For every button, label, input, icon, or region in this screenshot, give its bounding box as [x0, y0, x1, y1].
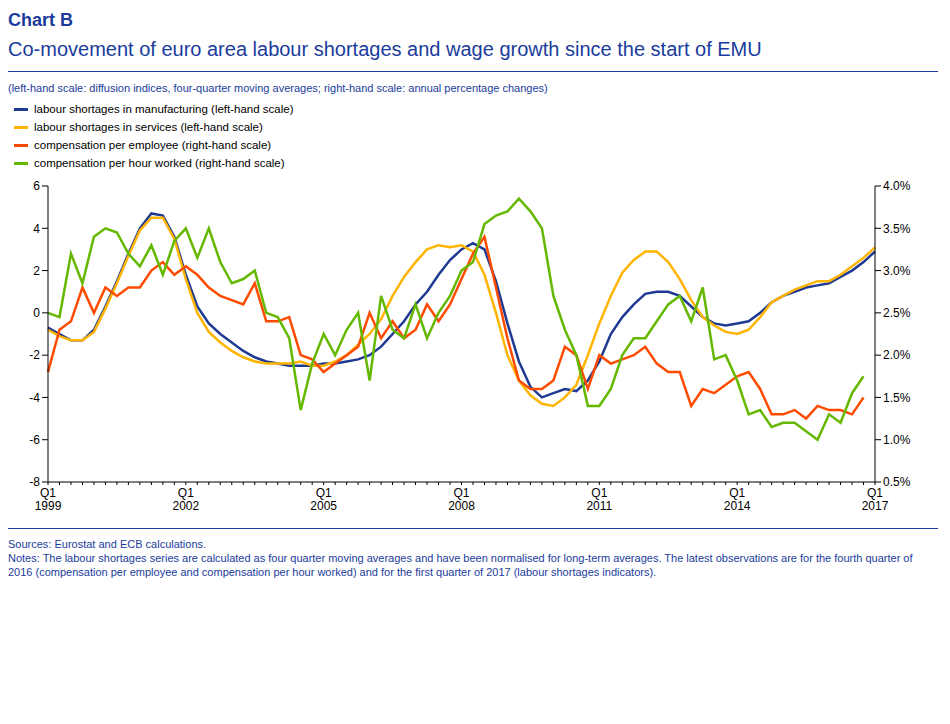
svg-text:1.5%: 1.5% [883, 391, 911, 405]
html-text:labour shortages in services (: labour shortages in services (left-hand … [34, 121, 263, 133]
svg-text:1.0%: 1.0% [883, 433, 911, 447]
html-text:Sources: Eurostat and ECB calc: Sources: Eurostat and ECB calculations. [8, 538, 207, 550]
html-text:(left-hand scale: diffusion in: (left-hand scale: diffusion indices, fou… [8, 82, 548, 94]
svg-text:Q12011: Q12011 [586, 486, 612, 513]
svg-text:0: 0 [33, 306, 40, 320]
svg-text:-4: -4 [29, 391, 40, 405]
svg-text:Q12008: Q12008 [448, 486, 475, 513]
svg-text:Q12002: Q12002 [172, 486, 199, 513]
html-text:labour shortages in manufactur: labour shortages in manufacturing (left-… [34, 103, 294, 115]
svg-text:2: 2 [33, 264, 40, 278]
svg-text:Q12017: Q12017 [862, 486, 889, 513]
svg-text:6: 6 [33, 179, 40, 193]
svg-text:4: 4 [33, 222, 40, 236]
svg-text:-6: -6 [29, 433, 40, 447]
html-text:Notes: The labour shortages se: Notes: The labour shortages series are c… [8, 552, 913, 578]
svg-text:Q12014: Q12014 [724, 486, 751, 513]
svg-text:Q12005: Q12005 [310, 486, 337, 513]
svg-text:-8: -8 [29, 475, 40, 489]
html-text:Co-movement of euro area labou: Co-movement of euro area labour shortage… [8, 38, 762, 60]
svg-text:Q11999: Q11999 [35, 486, 62, 513]
html-text:compensation per employee (rig: compensation per employee (right-hand sc… [34, 139, 272, 151]
svg-text:0.5%: 0.5% [883, 475, 911, 489]
svg-text:3.5%: 3.5% [883, 222, 911, 236]
svg-text:2.5%: 2.5% [883, 306, 911, 320]
svg-text:-2: -2 [29, 348, 40, 362]
html-text:compensation per hour worked (: compensation per hour worked (right-hand… [34, 157, 285, 169]
svg-text:2.0%: 2.0% [883, 348, 911, 362]
html-text:Chart B: Chart B [8, 10, 73, 30]
svg-text:4.0%: 4.0% [883, 179, 911, 193]
svg-text:3.0%: 3.0% [883, 264, 911, 278]
